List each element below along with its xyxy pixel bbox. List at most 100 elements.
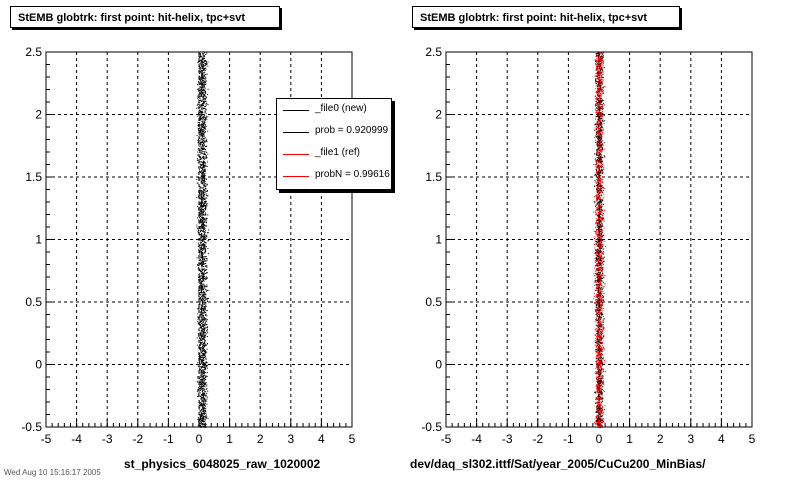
data-point [596, 58, 598, 60]
data-point [201, 366, 203, 368]
data-point [597, 352, 598, 354]
data-point [203, 125, 205, 127]
data-point [201, 86, 203, 88]
data-point [200, 209, 202, 211]
data-point [199, 179, 201, 181]
data-point [598, 362, 600, 364]
data-point [199, 65, 201, 67]
data-point [200, 112, 202, 114]
data-point [600, 326, 602, 328]
data-point [205, 273, 207, 274]
data-point [600, 247, 602, 249]
data-point [200, 104, 202, 106]
data-point [201, 82, 203, 84]
data-point [200, 110, 202, 112]
data-point [199, 372, 201, 374]
data-point [199, 363, 200, 365]
data-point [199, 117, 201, 119]
data-point [198, 265, 200, 267]
data-point [202, 292, 204, 294]
data-point [202, 228, 204, 230]
data-point [202, 221, 204, 223]
data-point [205, 251, 207, 253]
data-point [598, 121, 600, 122]
data-point [200, 308, 202, 310]
data-point [595, 98, 597, 100]
data-point [200, 287, 202, 289]
data-point [198, 279, 200, 280]
data-point [596, 376, 598, 378]
data-point [199, 245, 201, 247]
data-point [201, 352, 203, 354]
data-point [600, 92, 602, 94]
data-point [202, 173, 203, 175]
data-point [603, 213, 604, 214]
data-point [203, 88, 205, 90]
data-point [199, 321, 201, 323]
data-point [201, 103, 203, 105]
data-point [202, 259, 204, 261]
data-point [198, 246, 199, 248]
data-point [198, 238, 200, 240]
data-point [201, 178, 203, 180]
data-point [198, 227, 200, 229]
x-tick-label-right: -3 [502, 432, 513, 446]
data-point [600, 320, 601, 322]
data-point [198, 380, 200, 382]
data-point [602, 104, 604, 105]
data-point [203, 218, 205, 220]
x-tick-label-right: 4 [718, 432, 725, 446]
data-point [203, 69, 205, 71]
data-point [199, 252, 200, 254]
data-point [199, 123, 201, 125]
data-point [599, 402, 601, 404]
data-point [202, 213, 204, 215]
data-point [203, 182, 205, 183]
data-point [604, 391, 606, 393]
data-point [202, 349, 204, 351]
y-tick-label-left: 0 [35, 358, 42, 372]
data-point [203, 122, 205, 124]
data-point [202, 119, 204, 121]
data-point [200, 190, 202, 191]
data-point [199, 109, 201, 111]
data-point [602, 308, 604, 309]
data-point [205, 116, 207, 118]
data-point [203, 124, 204, 126]
data-point [595, 226, 597, 228]
data-point [202, 76, 204, 77]
data-point [201, 300, 203, 302]
data-point [197, 362, 199, 364]
data-point [204, 335, 206, 337]
data-point [202, 148, 204, 150]
data-point [204, 188, 206, 190]
data-point [206, 286, 208, 288]
data-point [202, 258, 204, 260]
data-point [201, 394, 203, 396]
data-point [599, 423, 601, 425]
data-point [202, 169, 203, 171]
data-point [203, 198, 205, 199]
data-point [202, 133, 204, 135]
data-point [204, 149, 206, 150]
data-point [199, 425, 201, 427]
data-point [601, 326, 603, 328]
data-point [201, 372, 203, 374]
data-point [597, 59, 599, 61]
data-point [595, 95, 597, 97]
data-point [203, 80, 205, 82]
data-point [197, 393, 199, 395]
data-point [203, 373, 205, 375]
data-point [600, 79, 602, 81]
data-point [201, 74, 203, 76]
data-point [203, 204, 205, 206]
data-point [202, 375, 204, 377]
data-point [206, 348, 208, 350]
data-point [600, 346, 602, 348]
data-point [199, 57, 200, 58]
data-point [201, 72, 203, 74]
data-point [199, 238, 201, 239]
data-point [201, 100, 203, 102]
data-point [204, 124, 206, 125]
data-point [202, 96, 204, 98]
